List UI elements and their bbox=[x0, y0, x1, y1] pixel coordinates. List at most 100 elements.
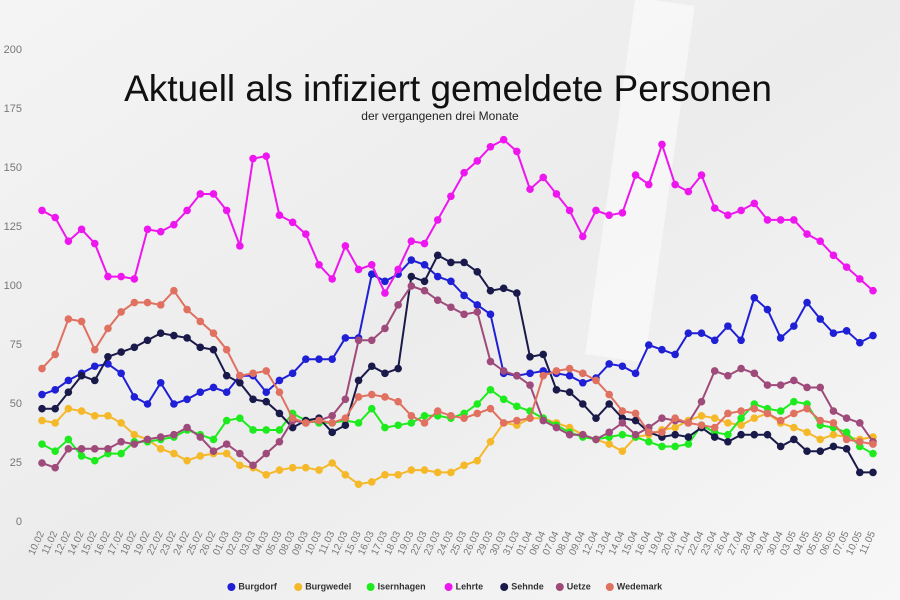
series bbox=[38, 251, 877, 477]
data-point bbox=[275, 376, 284, 385]
data-point bbox=[684, 433, 693, 441]
data-point bbox=[130, 298, 139, 307]
data-point bbox=[328, 428, 336, 437]
data-point bbox=[829, 430, 838, 439]
data-point bbox=[869, 331, 877, 340]
data-point bbox=[539, 371, 548, 380]
data-point bbox=[407, 466, 416, 474]
data-point bbox=[288, 463, 297, 472]
y-tick-label: 0 bbox=[16, 516, 22, 528]
data-point bbox=[869, 449, 877, 458]
data-point bbox=[763, 216, 772, 224]
y-tick-label: 175 bbox=[4, 103, 22, 115]
data-point bbox=[447, 258, 455, 267]
data-point bbox=[262, 152, 271, 160]
data-point bbox=[117, 419, 125, 427]
data-point bbox=[381, 423, 389, 432]
data-point bbox=[236, 449, 244, 458]
data-point bbox=[473, 301, 482, 309]
data-point bbox=[367, 260, 376, 269]
data-point bbox=[842, 428, 851, 437]
data-point bbox=[697, 171, 706, 179]
data-point bbox=[183, 423, 191, 432]
data-point bbox=[803, 447, 811, 456]
series bbox=[38, 135, 877, 297]
data-point bbox=[394, 471, 402, 479]
data-point bbox=[684, 419, 693, 427]
data-point bbox=[64, 315, 73, 323]
data-point bbox=[77, 407, 86, 415]
data-point bbox=[856, 419, 864, 427]
data-point bbox=[143, 298, 152, 307]
data-point bbox=[117, 449, 125, 458]
data-point bbox=[394, 301, 402, 309]
series-line bbox=[41, 284, 874, 469]
y-tick-label: 150 bbox=[4, 162, 22, 174]
series-line bbox=[41, 258, 874, 406]
data-point bbox=[90, 239, 99, 248]
data-point bbox=[710, 204, 719, 212]
data-point bbox=[552, 367, 561, 375]
data-point bbox=[367, 270, 376, 279]
data-point bbox=[579, 378, 587, 387]
data-point bbox=[117, 308, 125, 316]
data-point bbox=[869, 286, 877, 295]
data-point bbox=[341, 334, 350, 342]
data-point bbox=[697, 397, 706, 406]
data-point bbox=[90, 362, 99, 371]
data-point bbox=[526, 381, 534, 389]
data-point bbox=[499, 419, 508, 427]
data-point bbox=[183, 305, 191, 314]
data-point bbox=[209, 383, 218, 392]
data-point bbox=[249, 369, 257, 378]
data-point bbox=[486, 310, 495, 319]
data-point bbox=[196, 433, 205, 441]
data-point bbox=[170, 331, 178, 340]
data-point bbox=[473, 268, 482, 276]
data-point bbox=[394, 364, 402, 373]
data-point bbox=[710, 414, 719, 422]
data-point bbox=[341, 414, 350, 422]
data-point bbox=[236, 461, 244, 470]
data-point bbox=[856, 338, 864, 347]
data-point bbox=[816, 383, 825, 392]
data-point bbox=[447, 468, 455, 477]
data-point bbox=[64, 435, 73, 444]
data-point bbox=[64, 388, 73, 397]
data-point bbox=[51, 213, 59, 222]
y-tick-label: 50 bbox=[10, 398, 22, 410]
data-point bbox=[618, 430, 627, 439]
data-point bbox=[631, 430, 640, 439]
data-point bbox=[776, 416, 785, 425]
legend-marker bbox=[500, 583, 509, 591]
data-point bbox=[618, 447, 627, 456]
data-point bbox=[790, 376, 798, 385]
data-point bbox=[644, 341, 653, 349]
data-point bbox=[394, 397, 402, 406]
data-point bbox=[367, 390, 376, 399]
data-point bbox=[90, 456, 99, 465]
data-point bbox=[618, 362, 627, 371]
data-point bbox=[38, 459, 46, 467]
data-point bbox=[288, 414, 297, 422]
data-point bbox=[829, 407, 838, 415]
data-point bbox=[367, 404, 376, 413]
data-point bbox=[856, 468, 864, 477]
data-point bbox=[724, 437, 732, 446]
data-point bbox=[710, 423, 719, 432]
data-point bbox=[420, 286, 429, 295]
data-point bbox=[209, 447, 218, 456]
data-point bbox=[697, 329, 706, 338]
data-point bbox=[420, 412, 429, 420]
data-point bbox=[658, 442, 666, 451]
data-point bbox=[763, 409, 772, 418]
data-point bbox=[526, 353, 534, 361]
data-point bbox=[737, 414, 745, 422]
data-point bbox=[77, 445, 86, 453]
data-point bbox=[262, 449, 271, 458]
data-point bbox=[209, 329, 218, 338]
data-point bbox=[763, 305, 772, 314]
data-point bbox=[539, 416, 548, 425]
data-point bbox=[288, 369, 297, 378]
